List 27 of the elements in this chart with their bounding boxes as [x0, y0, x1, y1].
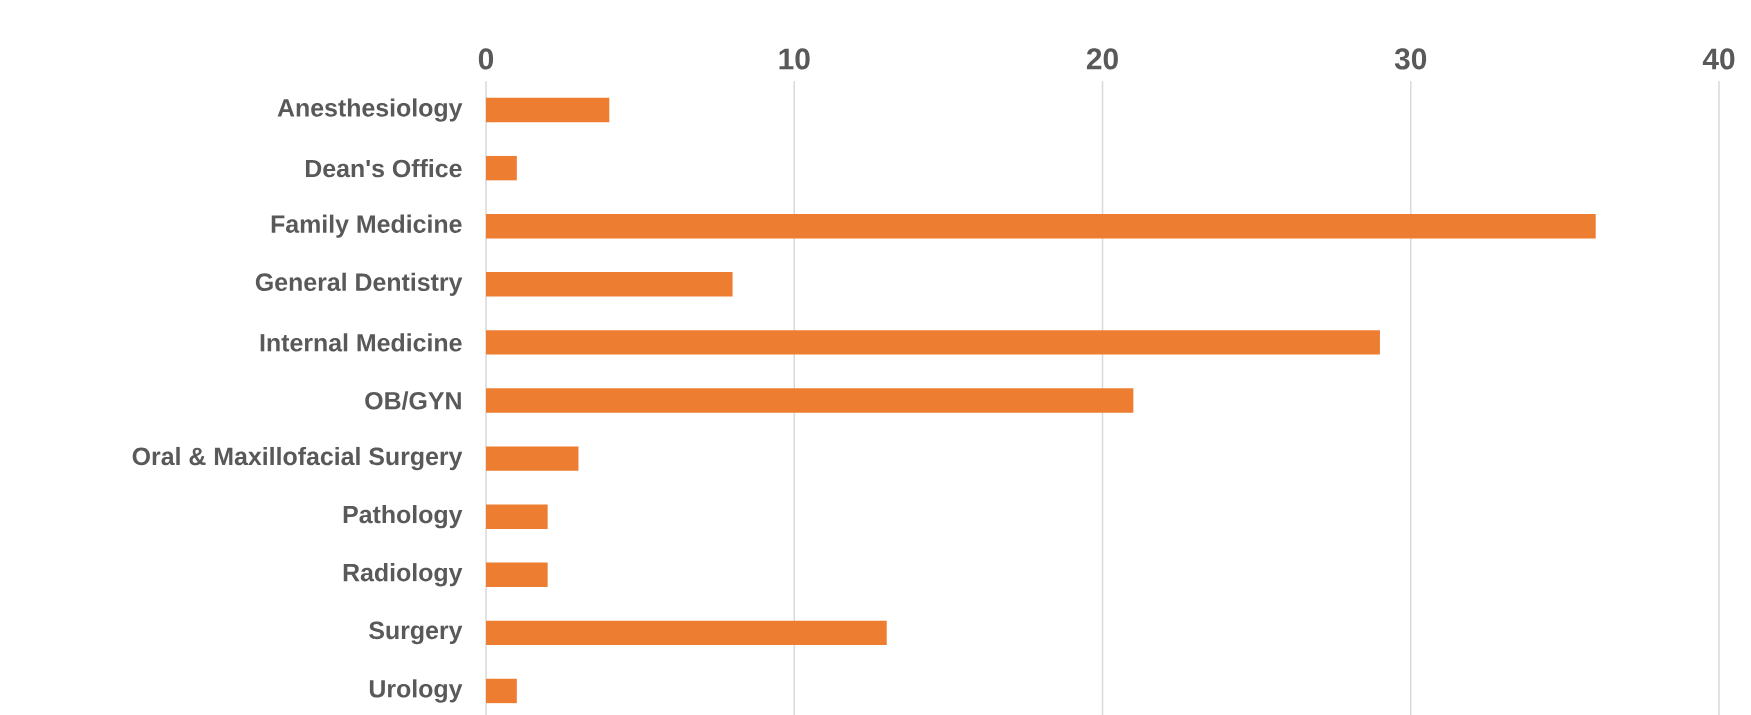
- bar: [486, 446, 579, 471]
- bar: [486, 97, 610, 123]
- y-tick-label: OB/GYN: [365, 391, 461, 410]
- y-tick-label: Dean's Office: [305, 158, 462, 178]
- x-tick-label: 30: [1394, 48, 1427, 70]
- y-tick-label: Pathology: [343, 505, 463, 529]
- y-tick-label: Urology: [369, 679, 463, 703]
- bar: [486, 155, 517, 181]
- bar: [486, 330, 1380, 355]
- y-tick-label: Radiology: [343, 563, 463, 587]
- y-tick-label: General Dentistry: [255, 272, 463, 296]
- x-tick-label: 10: [779, 48, 810, 70]
- x-tick-label: 40: [1702, 48, 1735, 70]
- bar: [486, 620, 887, 646]
- y-tick-label: Surgery: [369, 621, 463, 645]
- x-tick-label: 20: [1086, 48, 1118, 70]
- y-tick-label: Anesthesiology: [277, 98, 463, 122]
- bar: [486, 678, 517, 704]
- bar: [486, 388, 1134, 413]
- bar: [486, 504, 548, 529]
- x-tick-label: 0: [478, 48, 494, 70]
- bar: [486, 214, 1596, 239]
- y-tick-label: Oral & Maxillofacial Surgery: [132, 446, 463, 471]
- y-tick-label: Family Medicine: [271, 214, 462, 238]
- bar: [486, 272, 733, 297]
- bar: [486, 562, 548, 587]
- y-tick-label: Internal Medicine: [260, 333, 462, 352]
